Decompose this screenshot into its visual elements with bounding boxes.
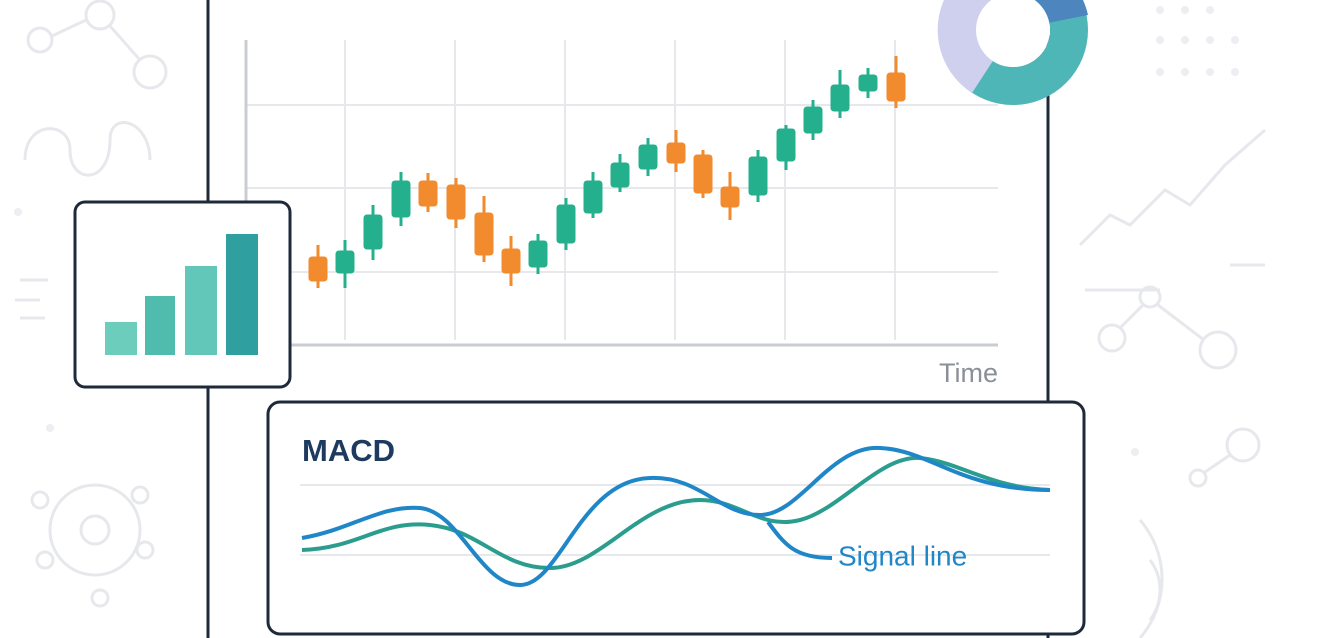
bar-card [73, 200, 292, 389]
candlesticks [308, 56, 906, 288]
macd-curve [301, 445, 1051, 588]
macd-panel: MACD Signal line [266, 400, 1086, 636]
macd-title: MACD [302, 433, 395, 468]
background-decor [14, 0, 1266, 638]
donut-icon [937, 0, 1088, 105]
x-axis-label: Time [939, 358, 998, 388]
annotation-pointer [766, 520, 833, 560]
signal-line-label: Signal line [838, 540, 967, 571]
